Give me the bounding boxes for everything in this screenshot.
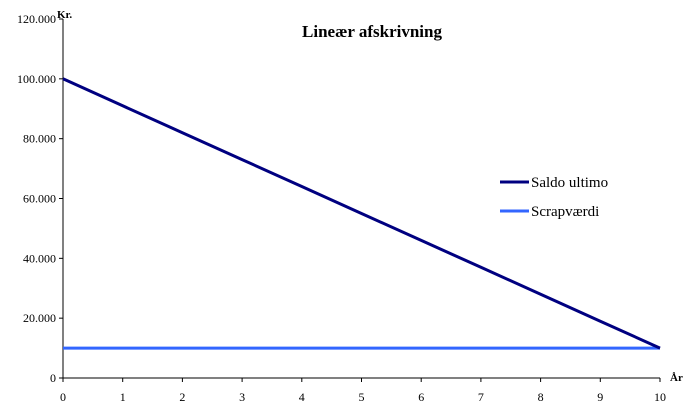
- y-tick-label: 120.000: [17, 12, 56, 26]
- chart-title: Lineær afskrivning: [302, 22, 442, 41]
- x-tick-label: 6: [418, 390, 424, 404]
- series-line-saldo-ultimo: [62, 77, 661, 350]
- axes: 0 20.000 40.000 60.000 80.000 100.000 120.000 0…: [17, 12, 666, 404]
- x-tick-label: 8: [538, 390, 544, 404]
- legend-label-saldo-ultimo: Saldo ultimo: [531, 175, 608, 191]
- x-tick-label: 7: [478, 390, 484, 404]
- y-tick-label: 100.000: [17, 72, 56, 86]
- x-tick-label: 2: [179, 390, 185, 404]
- series-lines: [62, 77, 661, 350]
- x-tick-label: 9: [597, 390, 603, 404]
- x-tick-label: 1: [120, 390, 126, 404]
- x-axis-title: År: [670, 372, 683, 384]
- y-tick-label: 0: [50, 371, 56, 385]
- y-axis-title: Kr.: [57, 9, 72, 21]
- legend-label-scrapvaerdi: Scrapværdi: [531, 204, 599, 220]
- x-tick-label: 5: [359, 390, 365, 404]
- y-tick-label: 40.000: [23, 251, 56, 265]
- x-tick-label: 4: [299, 390, 305, 404]
- legend: Saldo ultimo Scrapværdi: [500, 175, 608, 220]
- x-tick-label: 0: [60, 390, 66, 404]
- y-tick-label: 20.000: [23, 311, 56, 325]
- y-tick-label: 80.000: [23, 132, 56, 146]
- y-tick-label: 60.000: [23, 192, 56, 206]
- x-tick-label: 3: [239, 390, 245, 404]
- x-tick-label: 10: [654, 390, 666, 404]
